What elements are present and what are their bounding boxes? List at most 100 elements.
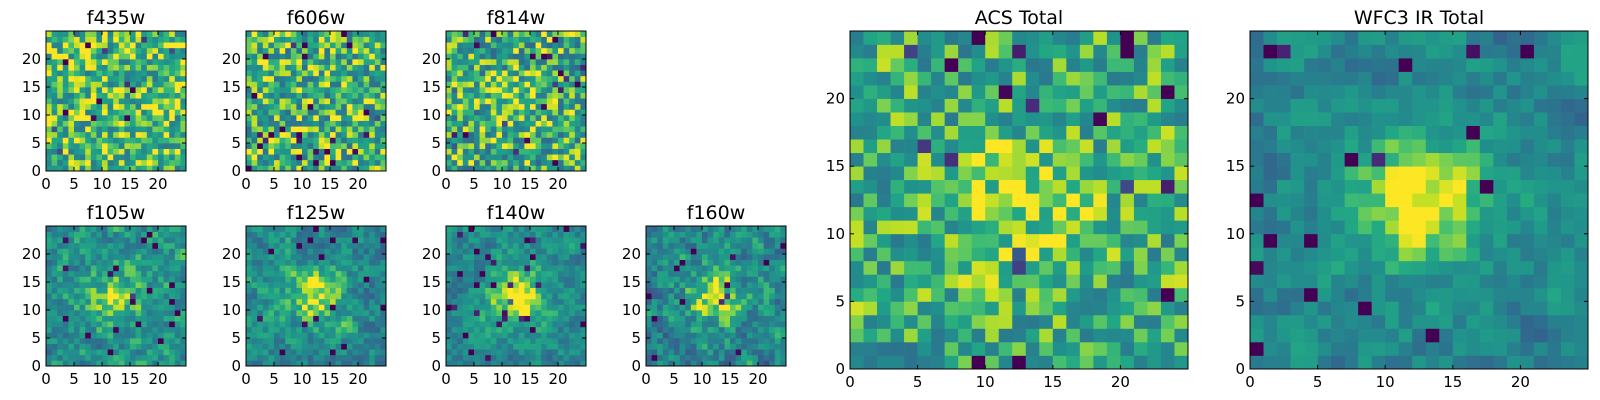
heatmap-cell — [690, 338, 697, 344]
heatmap-cell — [552, 310, 559, 316]
x-tick-label: 0 — [441, 370, 451, 388]
heatmap-cell — [307, 109, 314, 116]
heatmap-cell — [890, 166, 905, 181]
heatmap-cell — [107, 64, 114, 71]
heatmap-cell — [1147, 274, 1162, 289]
heatmap-cell — [468, 293, 475, 300]
heatmap-cell — [535, 42, 542, 49]
heatmap-cell — [890, 341, 905, 356]
heatmap-cell — [113, 137, 120, 144]
heatmap-cell — [877, 355, 891, 370]
heatmap-cell — [158, 143, 164, 149]
heatmap-cell — [518, 226, 525, 232]
heatmap-cell — [490, 31, 497, 37]
heatmap-cell — [746, 226, 753, 232]
heatmap-cell — [513, 36, 520, 43]
heatmap-cell — [769, 231, 776, 238]
heatmap-cell — [296, 154, 303, 161]
heatmap-cell — [113, 265, 120, 272]
heatmap-cell — [741, 254, 748, 260]
heatmap-cell — [468, 254, 475, 260]
heatmap-cell — [262, 259, 269, 266]
heatmap-cell — [135, 326, 142, 333]
heatmap-cell — [130, 59, 136, 65]
heatmap-cell — [68, 36, 75, 43]
heatmap-cell — [290, 259, 297, 266]
heatmap-cell — [346, 92, 353, 99]
heatmap-cell — [369, 36, 376, 43]
heatmap-cell — [863, 301, 878, 316]
heatmap-cell — [374, 298, 381, 305]
heatmap-cell — [102, 248, 108, 255]
heatmap-cell — [1079, 355, 1094, 370]
heatmap-cell — [113, 276, 120, 283]
heatmap-cell — [51, 109, 58, 116]
heatmap-cell — [369, 276, 376, 283]
heatmap-cell — [931, 287, 945, 302]
heatmap-cell — [552, 332, 559, 339]
heatmap-cell — [457, 154, 464, 161]
heatmap-cell — [490, 64, 497, 71]
heatmap-cell — [358, 282, 364, 288]
heatmap-cell — [552, 326, 559, 333]
heatmap-cell — [262, 103, 269, 110]
heatmap-cell — [307, 70, 314, 77]
heatmap-cell — [90, 338, 97, 344]
heatmap-cell — [451, 59, 458, 65]
heatmap-cell — [679, 332, 686, 339]
heatmap-cell — [457, 304, 464, 311]
heatmap-cell — [552, 36, 559, 43]
heatmap-cell — [707, 298, 714, 305]
heatmap-cell — [702, 226, 708, 232]
heatmap-cell — [307, 87, 314, 93]
heatmap-cell — [931, 233, 945, 248]
heatmap-cell — [79, 64, 86, 71]
heatmap-cell — [262, 87, 269, 93]
heatmap-cell — [646, 276, 652, 283]
heatmap-cell — [646, 237, 652, 244]
heatmap-cell — [135, 59, 142, 65]
heatmap-cell — [451, 343, 458, 350]
heatmap-cell — [574, 315, 581, 322]
heatmap-cell — [662, 298, 669, 305]
heatmap-cell — [668, 360, 675, 367]
heatmap-cell — [341, 338, 348, 344]
heatmap-cell — [380, 265, 387, 272]
heatmap-cell — [502, 103, 508, 110]
heatmap-cell — [718, 259, 725, 266]
heatmap-cell — [496, 59, 503, 65]
heatmap-cell — [251, 137, 258, 144]
heatmap-cell — [369, 59, 376, 65]
heatmap-cell — [318, 276, 325, 283]
heatmap-cell — [552, 115, 559, 121]
heatmap-cell — [998, 179, 1013, 194]
heatmap-cell — [262, 42, 269, 49]
heatmap-cell — [330, 354, 336, 361]
heatmap-cell — [135, 265, 142, 272]
heatmap-cell — [446, 126, 452, 133]
heatmap-cell — [180, 293, 187, 300]
heatmap-cell — [251, 254, 258, 260]
heatmap-cell — [696, 276, 703, 283]
heatmap-cell — [158, 332, 164, 339]
heatmap-cell — [513, 137, 520, 144]
heatmap-cell — [552, 293, 559, 300]
heatmap-cell — [374, 259, 381, 266]
heatmap-cell — [46, 304, 52, 311]
heatmap-cell — [274, 131, 280, 138]
heatmap-cell — [96, 310, 103, 316]
heatmap-cell — [763, 293, 770, 300]
heatmap-cell — [535, 53, 542, 60]
heatmap-cell — [657, 287, 664, 294]
heatmap-cell — [535, 81, 542, 88]
heatmap-cell — [274, 143, 280, 149]
heatmap-cell — [746, 332, 753, 339]
heatmap-cell — [451, 53, 458, 60]
heatmap-cell — [257, 237, 264, 244]
heatmap-cell — [569, 343, 576, 350]
heatmap-cell — [285, 75, 292, 82]
heatmap-cell — [57, 92, 64, 99]
heatmap-cell — [290, 165, 297, 172]
heatmap-cell — [158, 120, 164, 127]
heatmap-cell — [141, 103, 148, 110]
